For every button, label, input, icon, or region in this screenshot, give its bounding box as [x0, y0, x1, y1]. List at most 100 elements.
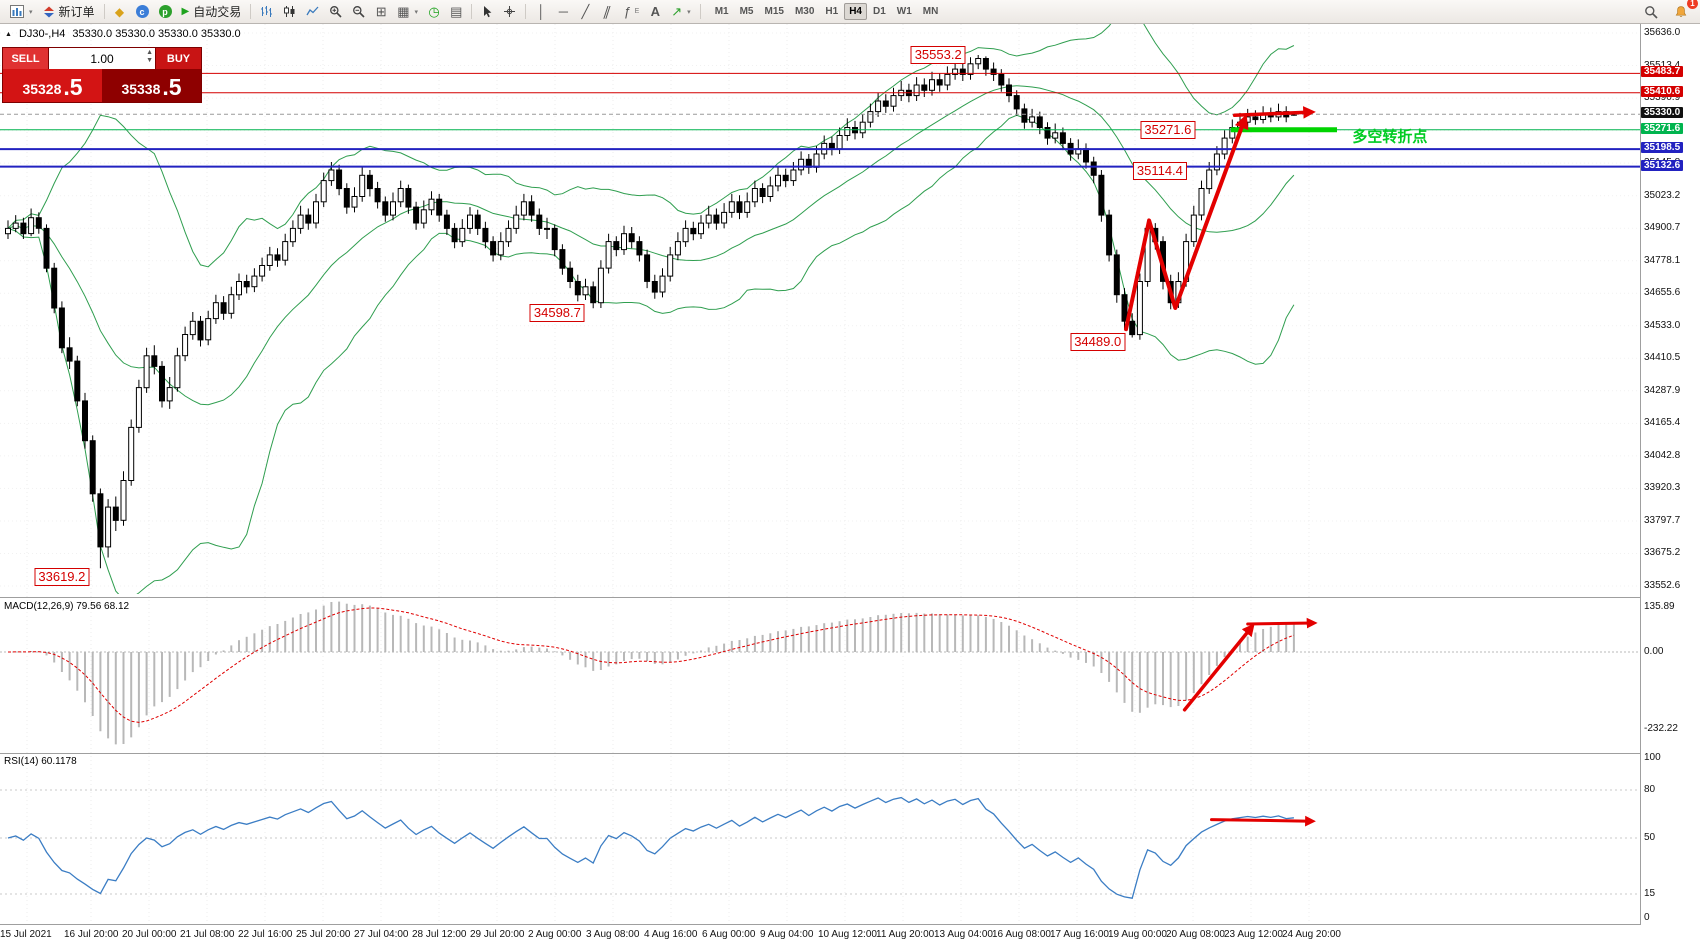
turning-point-text[interactable]: 多空转折点 — [1352, 128, 1428, 146]
refresh-button[interactable]: ◷ — [424, 2, 444, 22]
buy-button[interactable]: BUY — [156, 48, 201, 69]
zoom-in-button[interactable] — [325, 2, 346, 22]
profiles-button[interactable]: ▦ ▾ — [393, 2, 422, 22]
time-axis-label: 11 Aug 20:00 — [876, 929, 935, 940]
time-axis-label: 23 Aug 12:00 — [1224, 929, 1283, 940]
price-tick-label: 34533.0 — [1644, 319, 1681, 331]
candlestick-chart-button[interactable] — [279, 2, 300, 22]
timeframe-d1[interactable]: D1 — [873, 6, 886, 17]
autotrade-button[interactable]: ▶ 自动交易 — [181, 5, 242, 19]
price-callout[interactable]: 34598.7 — [529, 304, 585, 323]
market-icon[interactable]: ◆ — [110, 2, 130, 22]
price-callout[interactable]: 33619.2 — [34, 568, 90, 587]
bar-chart-button[interactable] — [256, 2, 277, 22]
price-callout[interactable]: 35114.4 — [1132, 162, 1187, 181]
new-order-icon — [43, 6, 54, 17]
new-order-button[interactable]: 新订单 — [39, 2, 99, 22]
price-tick-label: 33797.7 — [1644, 514, 1681, 526]
channel-tool[interactable]: ∥ — [597, 2, 617, 22]
trendline-tool[interactable]: ╱ — [575, 2, 595, 22]
zoom-out-button[interactable] — [348, 2, 369, 22]
panel-separator[interactable] — [0, 597, 1700, 598]
data-window-button[interactable]: ▤ — [446, 2, 466, 22]
tile-windows-button[interactable]: ⊞ — [371, 2, 391, 22]
price-callout[interactable]: 34489.0 — [1070, 333, 1126, 352]
price-callout[interactable]: 35553.2 — [910, 45, 966, 64]
price-line-label[interactable]: 35132.6 — [1641, 159, 1684, 171]
time-axis-label: 10 Aug 12:00 — [818, 929, 877, 940]
data-window-icon: ▤ — [450, 4, 463, 19]
timeframe-m5[interactable]: M5 — [739, 6, 754, 17]
time-axis-label: 29 Jul 20:00 — [470, 929, 525, 940]
timeframe-w1[interactable]: W1 — [896, 6, 912, 17]
rsi-axis-label: 50 — [1644, 832, 1656, 843]
line-chart-button[interactable] — [302, 2, 323, 22]
price-line-label[interactable]: 35271.6 — [1641, 122, 1684, 134]
ohlc-values: 35330.0 35330.0 35330.0 35330.0 — [72, 28, 241, 40]
arrows-tool[interactable]: ↗ ▾ — [667, 2, 694, 22]
volume-stepper[interactable]: ▲ ▼ — [146, 49, 153, 65]
time-axis-label: 16 Jul 20:00 — [64, 929, 119, 940]
arrow-object-icon: ↗ — [671, 4, 683, 19]
time-axis-label: 17 Aug 16:00 — [1050, 929, 1109, 940]
horizontal-line-tool[interactable]: ─ — [553, 2, 573, 22]
sell-price[interactable]: 35328.5 — [3, 69, 102, 102]
price-line-label[interactable]: 35198.5 — [1641, 142, 1684, 154]
price-tick-label: 34900.7 — [1644, 222, 1681, 234]
timeframe-mn[interactable]: MN — [922, 6, 939, 17]
notifications-button[interactable]: 1 — [1670, 0, 1698, 22]
tile-icon: ⊞ — [375, 4, 387, 19]
search-button[interactable] — [1640, 2, 1662, 22]
text-tool[interactable]: A — [645, 2, 665, 22]
crosshair-button[interactable] — [499, 2, 520, 22]
sell-button[interactable]: SELL — [3, 48, 48, 69]
timeframe-m15[interactable]: M15 — [764, 6, 784, 17]
buy-price[interactable]: 35338.5 — [102, 69, 201, 102]
rsi-axis-label: 100 — [1644, 752, 1661, 763]
price-callout[interactable]: 35271.6 — [1140, 120, 1196, 139]
chart-window-icon — [10, 5, 24, 18]
payment-icon[interactable]: p — [155, 2, 176, 22]
search-icon — [1645, 5, 1658, 19]
price-line-label[interactable]: 35483.7 — [1641, 66, 1684, 78]
bar-chart-icon — [261, 6, 273, 17]
hline-icon: ─ — [558, 4, 568, 19]
time-axis-label: 16 Aug 08:00 — [992, 929, 1051, 940]
toolbar-separator — [250, 4, 252, 19]
price-axis[interactable]: 35636.035513.435390.935268.335145.835023… — [1641, 24, 1700, 945]
price-axis-border — [1640, 24, 1641, 924]
toolbar-separator — [699, 4, 701, 19]
panel-separator[interactable] — [0, 753, 1700, 754]
price-tick-label: 34042.8 — [1644, 449, 1681, 461]
macd-axis-label: 135.89 — [1644, 601, 1675, 613]
cursor-button[interactable] — [477, 2, 497, 22]
timeframe-h1[interactable]: H1 — [825, 6, 839, 17]
community-icon[interactable]: c — [132, 2, 153, 22]
profiles-icon: ▦ — [397, 4, 410, 19]
vertical-line-tool[interactable]: │ — [531, 2, 551, 22]
price-tick-label: 33675.2 — [1644, 547, 1681, 559]
price-tick-label: 35390.9 — [1644, 92, 1681, 104]
time-axis-label: 20 Jul 00:00 — [122, 929, 177, 940]
chevron-down-icon: ▾ — [414, 8, 419, 16]
price-line-label[interactable]: 35410.6 — [1641, 85, 1684, 97]
collapse-arrow-icon[interactable]: ▲ — [5, 30, 12, 38]
macd-title: MACD(12,26,9) 79.56 68.12 — [4, 601, 130, 612]
toolbar-separator — [525, 4, 527, 19]
stepper-up-icon[interactable]: ▲ — [146, 49, 153, 56]
new-chart-icon[interactable]: ▾ — [6, 2, 37, 22]
timeframe-m30[interactable]: M30 — [794, 6, 815, 17]
price-line-label[interactable]: 35330.0 — [1641, 107, 1684, 119]
volume-input[interactable]: 1.00 ▲ ▼ — [48, 48, 156, 69]
zoom-out-icon — [353, 6, 365, 18]
rsi-title: RSI(14) 60.1178 — [4, 756, 77, 767]
timeframe-m1[interactable]: M1 — [714, 6, 729, 17]
crosshair-icon — [504, 6, 516, 17]
time-axis[interactable]: 15 Jul 2021 16 Jul 20:00 20 Jul 00:00 21 Ju… — [0, 925, 1640, 945]
price-tick-label: 33920.3 — [1644, 482, 1681, 494]
stepper-down-icon[interactable]: ▼ — [146, 57, 153, 64]
timeframe-h4[interactable]: H4 — [844, 3, 867, 20]
